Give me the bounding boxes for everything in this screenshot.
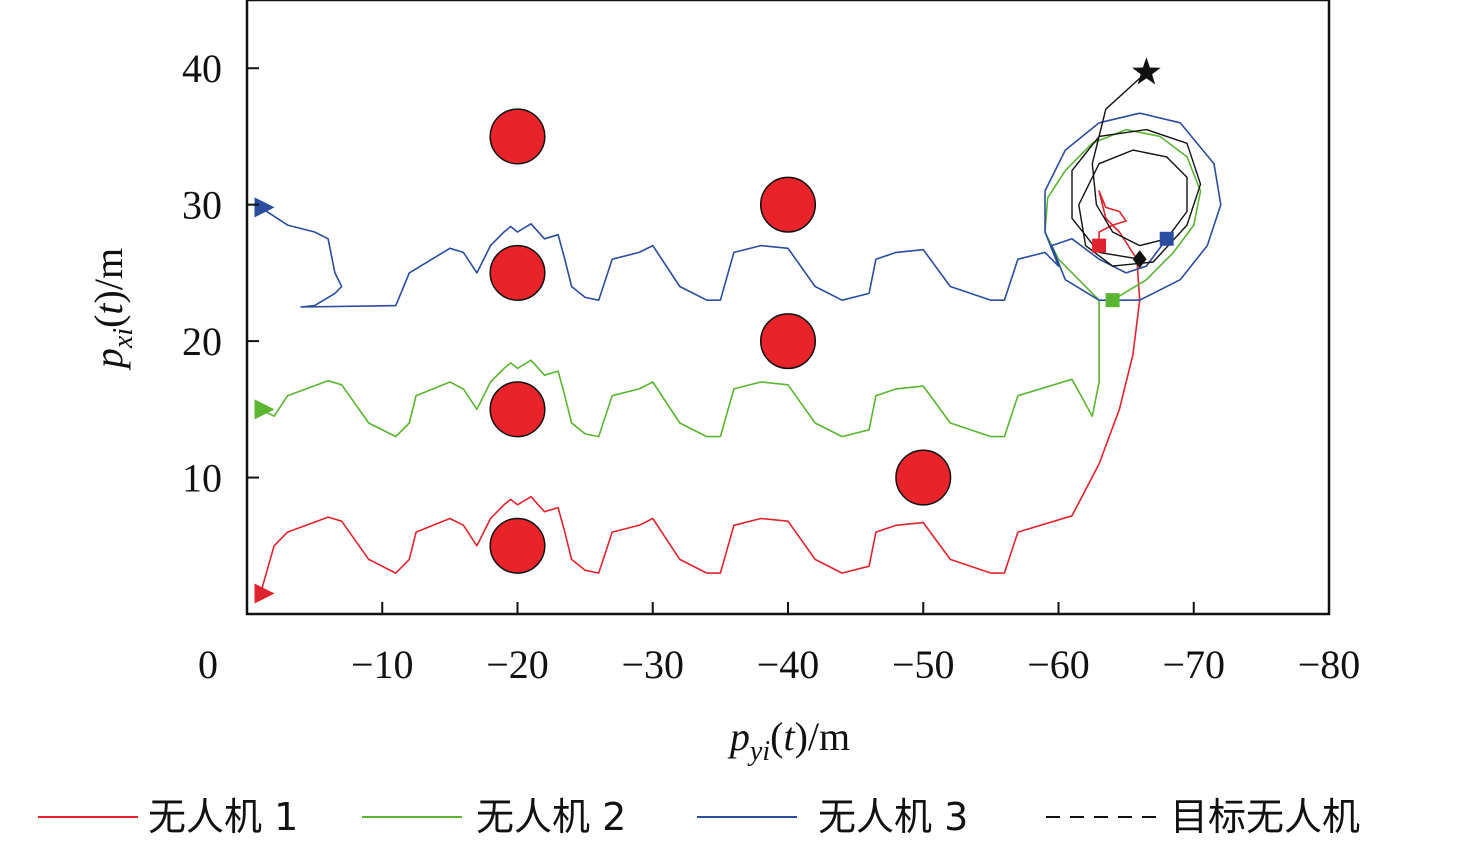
x-tick-label-9: −80 [1298,642,1361,687]
tick-label-layer: 0 −10 −20 −30 −40 −50 −60 −70 −80 10 20 30 40 [182,46,1360,687]
obstacle-6 [895,449,952,506]
legend: 无人机 1 无人机 2 无人机 3 目标无人机 [38,795,1360,839]
series-layer [259,71,1222,594]
x-tick-label-8: −70 [1162,642,1225,687]
series-line-2 [260,128,1202,438]
marker-layer [254,57,1174,604]
x-tick-label-3: −20 [486,642,549,687]
obstacle-3 [489,244,546,301]
x-axis-label: pyi(t)/m [727,714,850,767]
series-line-3 [260,112,1222,308]
y-tick-label-2: 20 [182,319,222,364]
y-tick-label-1: 10 [182,456,222,501]
series-1-start-marker [254,583,275,604]
obstacle-layer [489,108,952,574]
x-tick-label-2: −10 [351,642,414,687]
obstacle-4 [759,313,817,370]
series-3-end-marker [1159,231,1174,246]
y-tick-label-3: 30 [182,183,222,228]
obstacle-2 [759,176,817,233]
series-3-start-marker [254,197,275,218]
x-tick-label-1: 0 [198,642,218,687]
x-tick-label-7: −60 [1027,642,1090,687]
target-start-star [1132,57,1161,85]
series-2-start-marker [254,399,275,420]
target-end-diamond [1132,250,1147,269]
x-tick-label-6: −50 [892,642,955,687]
legend-label-3: 无人机 3 [818,795,968,839]
obstacle-1 [489,108,546,165]
obstacle-5 [489,381,546,438]
x-tick-label-5: −40 [757,642,820,687]
series-line-4 [1071,71,1202,267]
x-tick-label-4: −30 [621,642,684,687]
y-axis-label: pxi(t)/m [86,248,139,371]
series-2-end-marker [1105,293,1120,308]
legend-label-4: 目标无人机 [1170,795,1360,839]
legend-label-2: 无人机 2 [476,795,626,839]
y-tick-label-4: 40 [182,46,222,91]
series-1-end-marker [1092,238,1107,253]
series-line-1 [259,190,1141,594]
obstacle-7 [489,517,546,574]
tick-layer [247,67,1195,614]
legend-label-1: 无人机 1 [148,795,298,839]
